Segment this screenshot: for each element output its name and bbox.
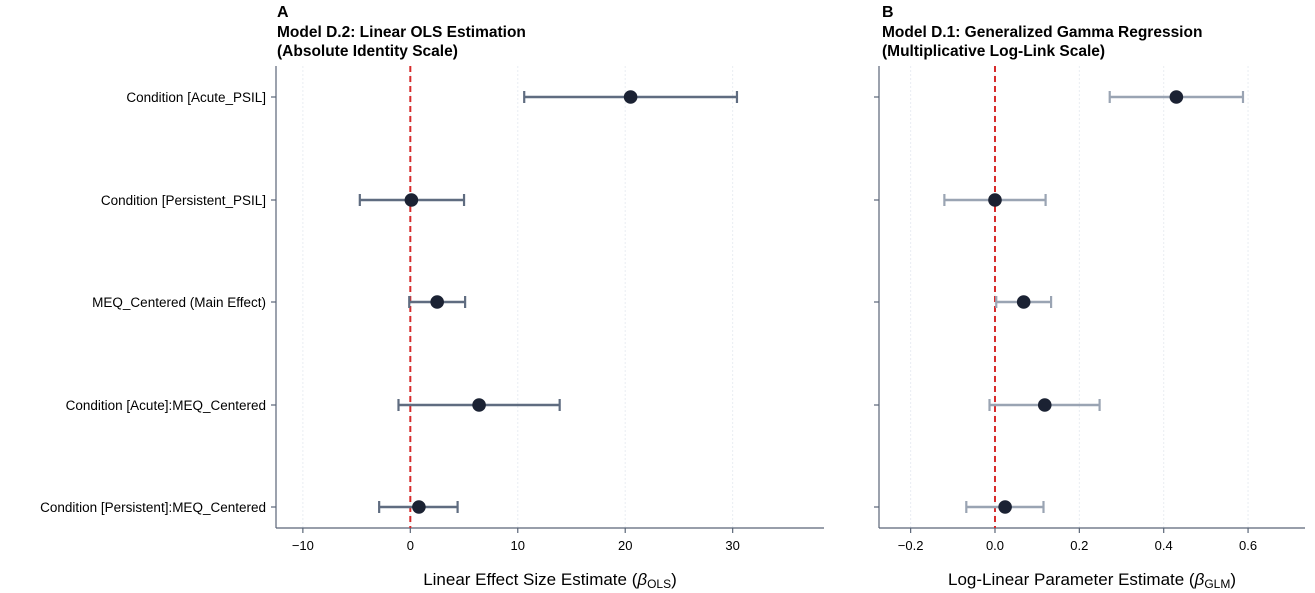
category-label: Condition [Acute]:MEQ_Centered bbox=[66, 398, 266, 413]
panel-b-x-tick-label: −0.2 bbox=[898, 538, 924, 553]
panel-b-plot: −0.2 0.0 0.2 0.4 0.6 bbox=[874, 66, 1305, 553]
panel-a-x-tick-label: 30 bbox=[725, 538, 739, 553]
category-label: Condition [Persistent_PSIL] bbox=[101, 193, 266, 208]
panel-a-x-tick-label: 10 bbox=[511, 538, 525, 553]
category-labels: Condition [Acute_PSIL] Condition [Persis… bbox=[40, 90, 266, 515]
category-label: MEQ_Centered (Main Effect) bbox=[92, 295, 266, 310]
panel-a-letter: A bbox=[277, 4, 289, 21]
panel-a-x-tick-label: 20 bbox=[618, 538, 632, 553]
panel-b-title-line1: Model D.1: Generalized Gamma Regression bbox=[882, 24, 1202, 41]
panel-a-point-estimate bbox=[472, 398, 486, 412]
panel-a-x-tick-label: −10 bbox=[292, 538, 314, 553]
panel-b-title-line2: (Multiplicative Log-Link Scale) bbox=[882, 43, 1105, 60]
panel-a-point-estimate bbox=[412, 500, 426, 514]
panel-a-point-estimate bbox=[430, 295, 444, 309]
panel-b-x-axis-title: Log-Linear Parameter Estimate (βGLM) bbox=[948, 570, 1236, 591]
panel-a-point-estimate bbox=[404, 193, 419, 207]
panel-b-point-estimate bbox=[1037, 398, 1052, 412]
panel-b-point-estimate bbox=[1169, 90, 1184, 104]
panel-a-title-line1: Model D.2: Linear OLS Estimation bbox=[277, 24, 526, 41]
panel-b-x-tick-label: 0.6 bbox=[1239, 538, 1257, 553]
category-label: Condition [Persistent]:MEQ_Centered bbox=[40, 500, 266, 515]
panel-b-x-tick-label: 0.4 bbox=[1155, 538, 1173, 553]
panel-b-letter: B bbox=[882, 4, 894, 21]
panel-a-x-axis-title: Linear Effect Size Estimate (βOLS) bbox=[423, 570, 677, 591]
panel-b-point-estimate bbox=[1016, 295, 1031, 309]
category-label: Condition [Acute_PSIL] bbox=[126, 90, 266, 105]
panel-b-point-estimate bbox=[988, 193, 1002, 207]
panel-a-plot: −10 0 10 20 30 bbox=[271, 66, 824, 553]
panel-b-point-estimate bbox=[998, 500, 1012, 514]
panel-b-x-tick-label: 0.2 bbox=[1070, 538, 1088, 553]
panel-a-point-estimate bbox=[623, 90, 638, 104]
panel-a-title-line2: (Absolute Identity Scale) bbox=[277, 43, 458, 60]
panel-b-x-tick-label: 0.0 bbox=[986, 538, 1004, 553]
panel-a-x-tick-label: 0 bbox=[407, 538, 414, 553]
